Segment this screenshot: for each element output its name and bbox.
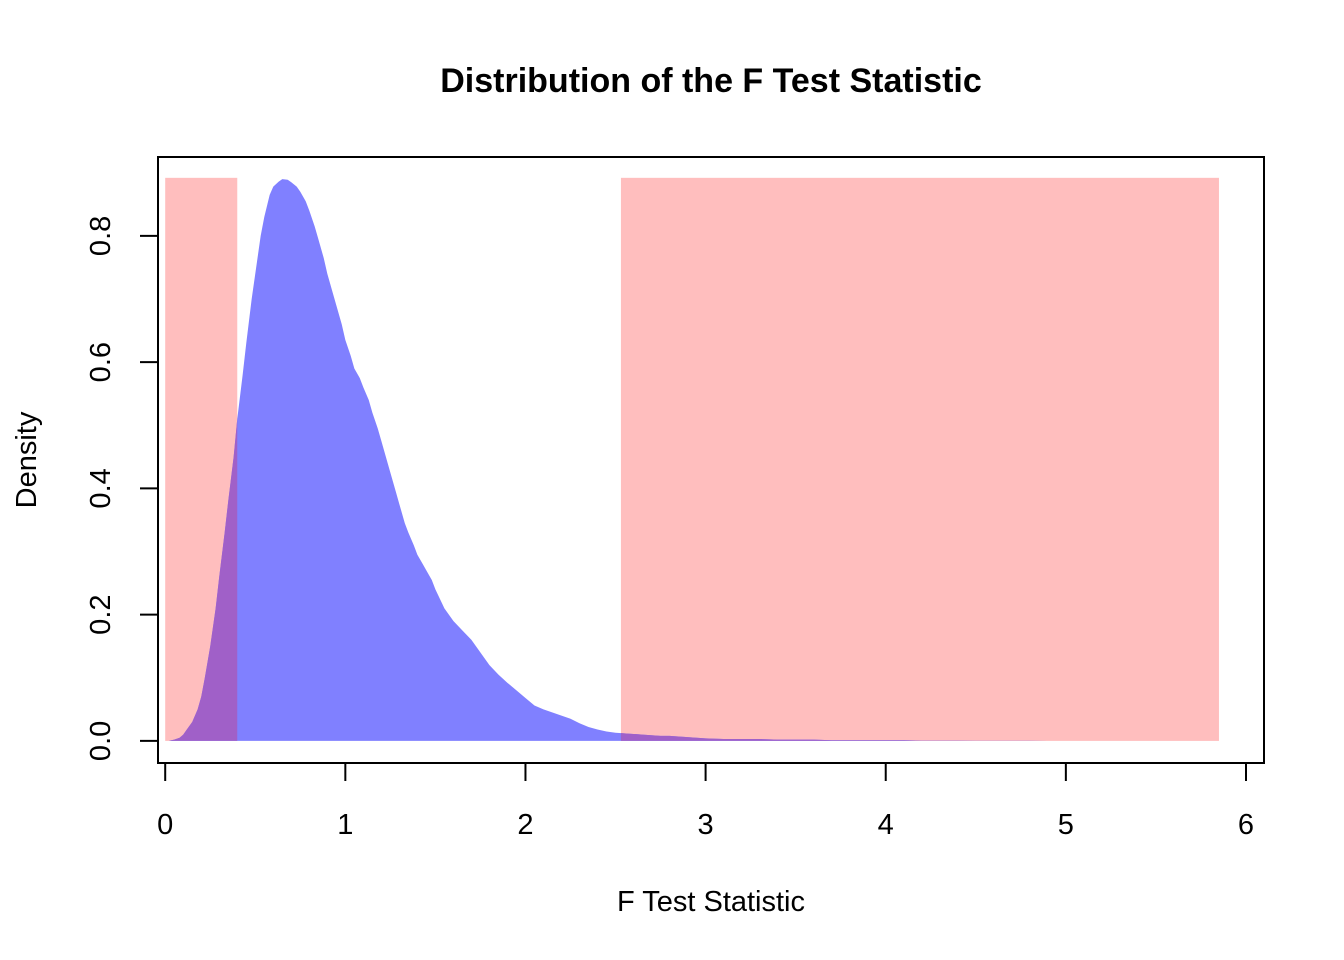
y-axis: 0.0 0.2 0.4 0.6 0.8	[85, 216, 159, 761]
rejection-region-2	[620, 177, 1219, 741]
x-tick-label: 1	[337, 809, 353, 841]
y-tick-label: 0.2	[85, 594, 117, 634]
rejection-regions	[165, 177, 1219, 741]
y-tick-label: 0.8	[85, 216, 117, 256]
x-tick-label: 3	[698, 809, 714, 841]
overlap-area-2	[620, 733, 1066, 741]
y-axis-label: Density	[11, 411, 43, 508]
x-tick-label: 0	[157, 809, 173, 841]
y-tick-label: 0.0	[85, 721, 117, 761]
overlap-area-1	[168, 418, 238, 741]
y-tick-label: 0.6	[85, 342, 117, 382]
chart-title: Distribution of the F Test Statistic	[440, 62, 982, 100]
density-area-layer	[168, 179, 1066, 741]
x-tick-label: 5	[1058, 809, 1074, 841]
x-tick-label: 2	[517, 809, 533, 841]
overlap-layer	[168, 418, 1066, 741]
density-area	[168, 179, 1066, 741]
x-tick-label: 6	[1238, 809, 1254, 841]
y-tick-label: 0.4	[85, 468, 117, 508]
x-tick-label: 4	[878, 809, 894, 841]
x-axis: 0 1 2 3 4 5 6	[157, 762, 1254, 841]
x-axis-label: F Test Statistic	[617, 886, 805, 918]
